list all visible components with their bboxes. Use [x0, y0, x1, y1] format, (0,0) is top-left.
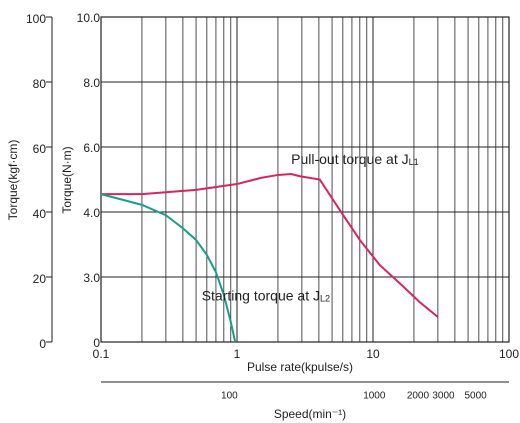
x-tick-label: 0.1: [93, 347, 110, 361]
x2-tick-label: 5000: [464, 391, 487, 402]
plot-frame: [100, 16, 510, 343]
annotation-subscript: L1: [409, 157, 419, 167]
x-tick-label: 10: [366, 347, 380, 361]
y2-tick-label: 10.0: [77, 11, 101, 25]
x-tick-label: 1: [234, 347, 241, 361]
x-axis-label: Pulse rate(kpulse/s): [247, 360, 353, 374]
annotation-text: Starting torque at J: [202, 287, 320, 303]
x2-tick-label: 100: [221, 391, 238, 402]
y-tick-label: 0: [39, 337, 46, 351]
y2-tick-label: 0: [93, 336, 100, 350]
y2-tick-label: 3.0: [83, 271, 100, 285]
y2-tick-label: 4.0: [83, 206, 100, 220]
y-tick-label: 100: [26, 12, 46, 26]
annotation: Pull-out torque at JL1: [291, 151, 419, 168]
line-series: [101, 172, 439, 318]
x2-axis-label: Speed(min⁻¹): [274, 407, 346, 421]
y2-tick-label: 6.0: [83, 141, 100, 155]
x2-tick-label: 1000: [363, 391, 386, 402]
x-tick-label: 100: [499, 347, 519, 361]
annotation: Starting torque at JL2: [202, 287, 330, 304]
line-series: [100, 193, 237, 343]
y2-axis-label: Torque(N·m): [60, 146, 74, 213]
annotation-text: Pull-out torque at J: [291, 151, 409, 167]
y-axis-label: Torque(kgf·cm): [6, 140, 20, 221]
y-tick-label: 60: [33, 142, 47, 156]
y-tick-label: 20: [33, 272, 47, 286]
x2-tick-label: 2000: [407, 391, 430, 402]
x2-tick-label: 3000: [432, 391, 455, 402]
y-tick-label: 80: [33, 77, 47, 91]
y2-tick-label: 8.0: [83, 76, 100, 90]
y-tick-label: 40: [33, 207, 47, 221]
annotation-subscript: L2: [320, 294, 330, 304]
